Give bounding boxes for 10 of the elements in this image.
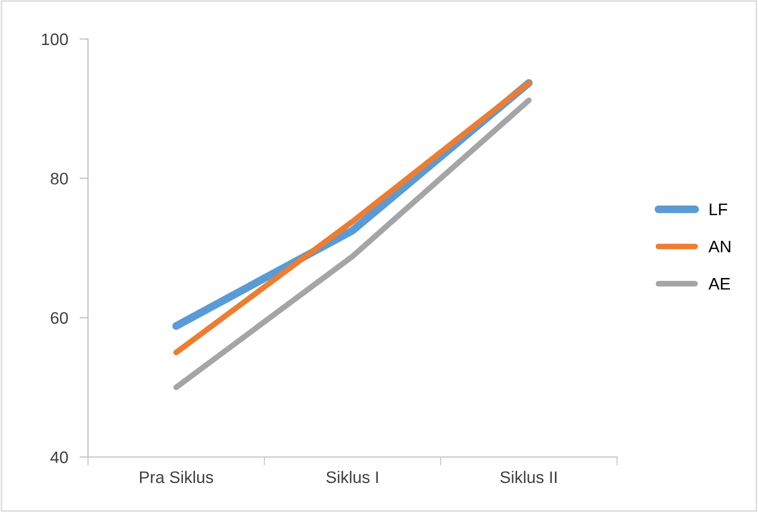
y-tick-label: 80 (50, 172, 68, 185)
y-tick-label: 40 (50, 451, 68, 464)
y-tick-label: 60 (50, 312, 68, 324)
x-tick-label: Siklus I (326, 470, 378, 484)
legend-label: AE (708, 278, 730, 290)
legend-label: LF (710, 204, 728, 216)
x-tick-label: Siklus II (500, 470, 556, 484)
y-tick-label: 100 (42, 33, 68, 46)
x-tick-label: Pra Siklus (140, 470, 214, 484)
legend-label: AN (708, 240, 730, 252)
